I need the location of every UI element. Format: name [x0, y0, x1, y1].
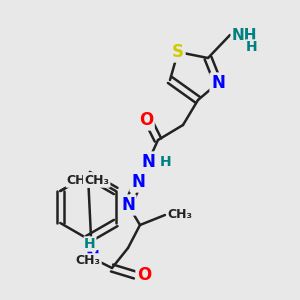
- Text: N: N: [85, 249, 99, 267]
- Text: H: H: [246, 40, 258, 54]
- Text: H: H: [84, 237, 96, 251]
- Text: CH₃: CH₃: [167, 208, 192, 221]
- Text: N: N: [131, 173, 145, 191]
- Text: N: N: [121, 196, 135, 214]
- Text: H: H: [160, 155, 172, 169]
- Text: O: O: [139, 111, 153, 129]
- Text: S: S: [172, 43, 184, 61]
- Text: CH₃: CH₃: [67, 173, 92, 187]
- Text: N: N: [211, 74, 225, 92]
- Text: CH₃: CH₃: [84, 173, 109, 187]
- Text: CH₃: CH₃: [76, 254, 100, 268]
- Text: O: O: [137, 266, 151, 284]
- Text: NH: NH: [232, 28, 257, 43]
- Text: N: N: [141, 153, 155, 171]
